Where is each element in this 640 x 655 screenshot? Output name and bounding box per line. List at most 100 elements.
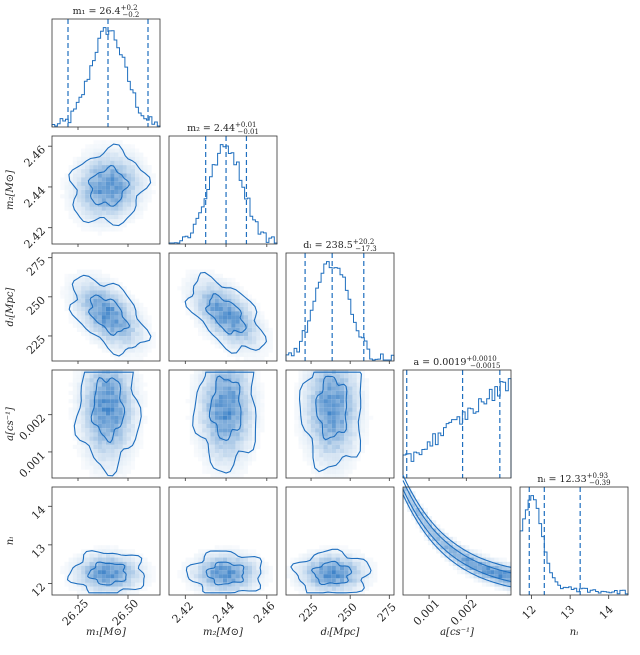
density-cell (214, 461, 219, 466)
density-cell (130, 156, 136, 161)
density-cell (327, 415, 332, 420)
density-cell (76, 273, 82, 278)
density-cell (239, 428, 244, 433)
density-cell (122, 374, 127, 379)
density-cell (331, 565, 336, 571)
density-cell (210, 273, 215, 278)
density-cell (139, 315, 144, 320)
density-cell (106, 374, 111, 379)
density-cell (143, 344, 148, 349)
density-cell (231, 465, 236, 470)
density-cell (101, 202, 106, 207)
density-cell (143, 185, 148, 190)
density-cell (218, 561, 223, 566)
density-cell (189, 311, 194, 316)
density-cell (64, 574, 69, 579)
density-cell (89, 453, 94, 458)
density-cell (448, 541, 453, 546)
density-cell (264, 582, 269, 587)
density-cell (210, 378, 215, 383)
density-cell (114, 411, 119, 416)
density-cell (218, 428, 223, 433)
density-cell (193, 448, 199, 454)
density-cell (64, 298, 69, 303)
density-cell (223, 545, 228, 550)
density-cell (210, 586, 215, 591)
density-cell (218, 315, 223, 320)
density-cell (335, 553, 340, 558)
density-cell (306, 557, 311, 562)
density-cell (85, 223, 90, 228)
density-cell (239, 565, 244, 571)
density-cell (340, 574, 345, 579)
density-cell (130, 378, 136, 383)
density-cell (97, 561, 102, 566)
density-cell (93, 185, 98, 190)
density-cell (486, 570, 491, 575)
density-cell (331, 457, 336, 462)
density-cell (315, 578, 320, 583)
density-cell (494, 565, 499, 571)
density-cell (97, 465, 102, 470)
density-cell (323, 403, 328, 408)
density-cell (118, 419, 123, 424)
density-cell (193, 282, 199, 287)
density-cell (260, 424, 265, 429)
density-cell (436, 524, 441, 529)
density-cell (101, 407, 106, 412)
density-cell (89, 307, 94, 312)
density-cell (239, 411, 244, 416)
density-cell (139, 394, 144, 400)
density-cell (143, 315, 148, 320)
density-cell (315, 407, 320, 412)
density-cell (331, 469, 336, 474)
density-cell (89, 165, 94, 170)
density-cell (118, 177, 123, 182)
density-cell (85, 294, 90, 299)
density-cell (193, 382, 199, 387)
density-cell (260, 582, 265, 587)
density-cell (247, 457, 253, 462)
density-cell (202, 327, 207, 332)
density-cell (97, 419, 102, 424)
density-cell (407, 495, 412, 500)
density-cell (135, 307, 140, 312)
density-cell (97, 403, 102, 408)
density-cell (465, 561, 470, 566)
density-cell (315, 448, 320, 454)
density-cell (227, 340, 232, 345)
density-cell (210, 390, 215, 395)
density-cell (110, 419, 115, 424)
density-cell (218, 344, 223, 349)
density-cell (223, 561, 228, 566)
density-cell (344, 374, 349, 379)
density-cell (101, 311, 106, 316)
density-cell (135, 428, 140, 433)
density-cell (89, 227, 94, 232)
density-cell (335, 453, 340, 458)
density-cell (432, 532, 437, 537)
density-cell (130, 386, 136, 391)
density-cell (97, 190, 102, 195)
density-cell (198, 557, 203, 562)
density-cell (210, 319, 215, 324)
density-cell (89, 298, 94, 303)
density-cell (340, 553, 345, 558)
density-cell (331, 428, 336, 433)
density-cell (323, 578, 328, 583)
contour-m2-a-1 (192, 371, 257, 474)
density-cell (122, 432, 127, 437)
density-cell (327, 378, 332, 383)
density-cell (215, 344, 219, 348)
density-cell (252, 348, 257, 353)
density-cell (331, 424, 336, 429)
density-cell (202, 403, 207, 408)
density-cell (81, 214, 86, 220)
density-cell (256, 436, 261, 441)
density-cell (114, 574, 119, 579)
density-cell (106, 344, 111, 349)
density-cell (198, 432, 203, 437)
density-cell (302, 432, 307, 437)
density-cell (356, 407, 361, 412)
density-cell (122, 340, 127, 345)
